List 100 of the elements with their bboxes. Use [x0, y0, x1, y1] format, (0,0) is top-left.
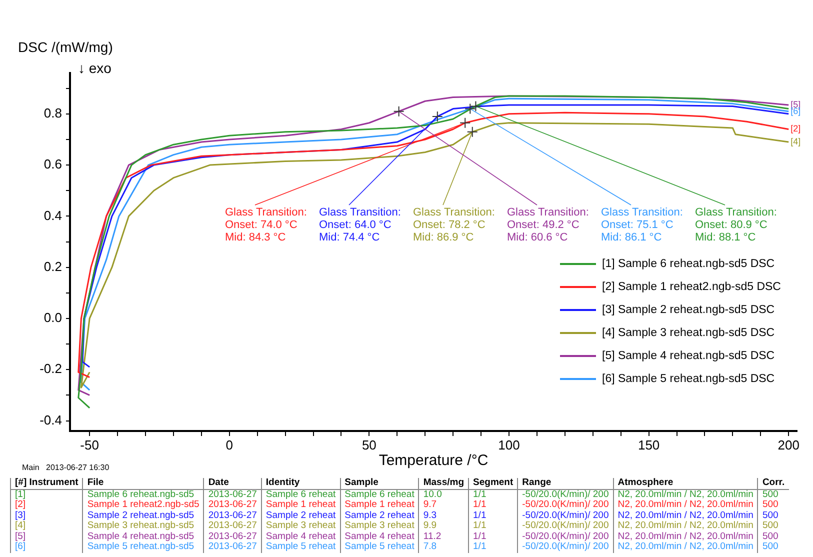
text: Identity: [261, 477, 340, 489]
annotation: ↓ exo: [78, 60, 112, 76]
text: 11.2: [418, 530, 469, 542]
x-tick-label: 100: [498, 437, 520, 452]
text: Mass/mg: [418, 477, 469, 489]
x-tick-label: 200: [778, 437, 800, 452]
text: 1/1: [468, 520, 518, 532]
x-tick-label: 150: [638, 437, 660, 452]
annotation: [4]: [790, 136, 801, 147]
text: Main 2013-06-27 16:30: [22, 463, 110, 472]
text: N2, 20.0ml/min / N2, 20.0ml/min: [613, 530, 758, 542]
text: 9.3: [418, 510, 469, 521]
text: -50/20.0(K/min)/ 200: [518, 510, 614, 521]
y-tick-label: 0.4: [44, 208, 62, 223]
text: 1/1: [468, 530, 518, 542]
text: [5]: [10, 530, 83, 542]
text: N2, 20.0ml/min / N2, 20.0ml/min: [613, 499, 758, 510]
text: [2]: [10, 499, 83, 510]
x-tick-label: 0: [226, 437, 233, 452]
text: 9.7: [418, 499, 469, 510]
text: [4]: [10, 520, 83, 532]
text: N2, 20.0ml/min / N2, 20.0ml/min: [613, 510, 758, 521]
legend-label: [3] Sample 2 reheat.ngb-sd5 DSC: [602, 304, 775, 316]
text: N2, 20.0ml/min / N2, 20.0ml/min: [613, 541, 758, 552]
text: Sample 1 reheat: [340, 499, 419, 510]
text: 2013-06-27: [204, 488, 262, 500]
text: Sample 6 reheat: [261, 488, 340, 500]
text: Sample 4 reheat: [261, 530, 340, 542]
annotation: [2]: [790, 124, 801, 134]
text: Sample 4 reheat.ngb-sd5: [82, 530, 204, 542]
legend-label: [6] Sample 5 reheat.ngb-sd5 DSC: [602, 372, 775, 384]
legend-label: [4] Sample 3 reheat.ngb-sd5 DSC: [602, 326, 775, 338]
text: Sample 6 reheat: [340, 488, 419, 500]
text: Sample 1 reheat: [261, 499, 340, 510]
annotation: Glass Transition: Onset: 74.0 °C Mid: 84.3 °C: [225, 206, 307, 244]
text: N2, 20.0ml/min / N2, 20.0ml/min: [613, 488, 758, 500]
text: 2013-06-27: [204, 499, 262, 510]
text: File: [82, 477, 204, 489]
legend-label: [2] Sample 1 reheat2.ngb-sd5 DSC: [602, 280, 781, 292]
y-tick-label: 0.8: [44, 105, 62, 120]
text: -50/20.0(K/min)/ 200: [518, 541, 614, 552]
text: Sample 2 reheat.ngb-sd5: [82, 510, 204, 521]
annotation: Glass Transition: Onset: 75.1 °C Mid: 86.1 °C: [601, 206, 683, 244]
text: Sample 1 reheat2.ngb-sd5: [82, 499, 204, 510]
text: 2013-06-27: [204, 530, 262, 542]
text: Sample 5 reheat: [261, 541, 340, 552]
text: -50/20.0(K/min)/ 200: [518, 520, 614, 532]
text: N2, 20.0ml/min / N2, 20.0ml/min: [613, 520, 758, 532]
text: Sample 5 reheat.ngb-sd5: [82, 541, 204, 552]
text: [6]: [10, 541, 83, 552]
text: Segment: [468, 477, 518, 489]
text: 500: [758, 541, 789, 552]
text: Sample 2 reheat: [261, 510, 340, 521]
text: Date: [204, 477, 262, 489]
text: Sample 3 reheat.ngb-sd5: [82, 520, 204, 532]
text: [3]: [10, 510, 83, 521]
text: Atmosphere: [613, 477, 758, 489]
y-tick-label: 0.2: [44, 258, 62, 274]
x-tick-label: -50: [80, 437, 99, 452]
y-axis-title: DSC /(mW/mg): [18, 39, 113, 55]
text: 500: [758, 510, 789, 521]
text: 500: [758, 520, 789, 532]
text: 1/1: [468, 488, 518, 500]
text: 2013-06-27: [204, 541, 262, 552]
text: 500: [758, 530, 789, 542]
text: Corr.: [758, 477, 789, 489]
y-tick-label: 0.6: [44, 156, 62, 172]
y-tick-label: -0.4: [40, 412, 62, 428]
text: 500: [758, 499, 789, 510]
text: Sample 2 reheat: [340, 510, 419, 521]
legend-label: [1] Sample 6 reheat.ngb-sd5 DSC: [602, 258, 775, 270]
text: -50/20.0(K/min)/ 200: [518, 488, 614, 500]
annotation: Glass Transition: Onset: 49.2 °C Mid: 60.6 °C: [507, 206, 589, 244]
text: 2013-06-27: [204, 520, 262, 532]
text: 1/1: [468, 499, 518, 510]
text: Sample 5 reheat: [340, 541, 419, 552]
text: [#] Instrument: [10, 477, 83, 489]
text: 10.0: [418, 488, 469, 500]
text: 1/1: [468, 541, 518, 552]
text: 7.8: [418, 541, 469, 552]
text: 1/1: [468, 510, 518, 521]
text: 2013-06-27: [204, 510, 262, 521]
annotation: Glass Transition: Onset: 64.0 °C Mid: 74.4 °C: [319, 206, 401, 244]
text: 500: [758, 488, 789, 500]
text: Sample 6 reheat.ngb-sd5: [82, 488, 204, 500]
text: -50/20.0(K/min)/ 200: [518, 499, 614, 510]
text: Range: [518, 477, 614, 489]
text: [1]: [10, 488, 83, 500]
text: -50/20.0(K/min)/ 200: [518, 530, 614, 542]
y-tick-label: -0.2: [40, 361, 62, 376]
annotation: Glass Transition: Onset: 78.2 °C Mid: 86.9 °C: [413, 206, 495, 244]
y-tick-label: 0.0: [44, 310, 62, 326]
annotation: Glass Transition: Onset: 80.9 °C Mid: 88.1 °C: [695, 206, 777, 244]
text: Sample 4 reheat: [340, 530, 419, 542]
text: 9.9: [418, 520, 469, 532]
text: Sample 3 reheat: [261, 520, 340, 532]
text: Sample: [340, 477, 419, 489]
text: Sample 3 reheat: [340, 520, 419, 532]
x-axis-title: Temperature /°C: [378, 452, 488, 470]
x-tick-label: 50: [362, 437, 376, 452]
